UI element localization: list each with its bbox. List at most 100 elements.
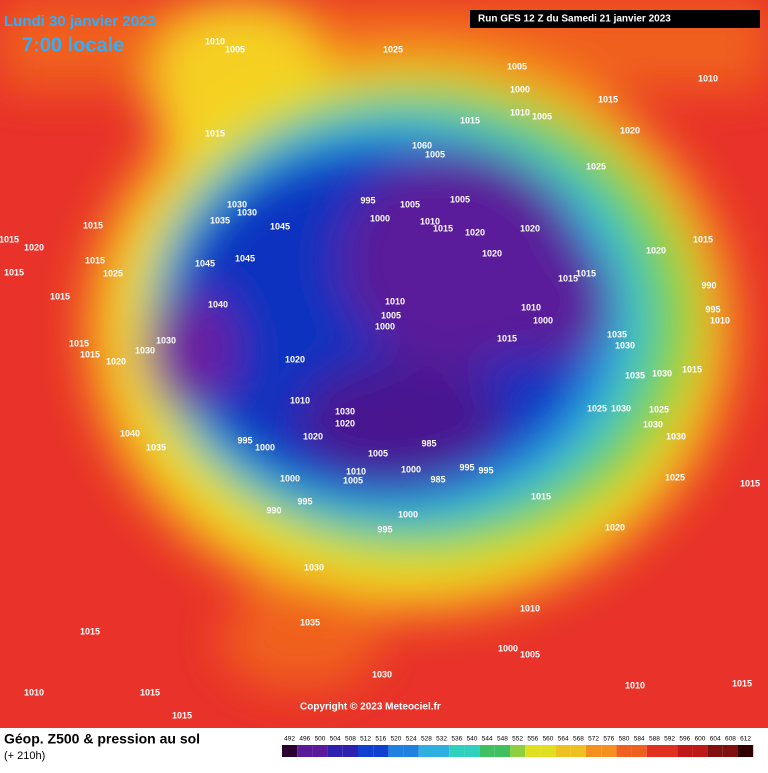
isobar-label: 1035	[607, 329, 627, 339]
legend-swatch	[722, 745, 738, 757]
legend-swatch	[616, 745, 632, 757]
isobar-label: 1020	[465, 227, 485, 237]
isobar-label: 1010	[290, 395, 310, 405]
legend-swatch	[403, 745, 419, 757]
isobar-label: 1035	[146, 442, 166, 452]
isobar-label: 1010	[24, 687, 44, 697]
isobar-label: 1030	[237, 207, 257, 217]
legend-swatch	[692, 745, 708, 757]
legend-swatch	[510, 745, 526, 757]
isobar-label: 1020	[106, 356, 126, 366]
isobar-label: 1005	[343, 475, 363, 485]
isobar-label: 1035	[210, 215, 230, 225]
isobar-label: 1015	[598, 94, 618, 104]
legend-label: 580	[619, 736, 630, 743]
isobar-label: 1020	[24, 242, 44, 252]
legend-label: 600	[695, 736, 706, 743]
isobar-label: 995	[297, 496, 312, 506]
legend-swatch	[738, 745, 754, 757]
legend-swatch	[297, 745, 313, 757]
isobar-label: 1015	[80, 349, 100, 359]
legend-label: 492	[284, 736, 295, 743]
isobar-label: 1015	[531, 491, 551, 501]
isobar-label: 1015	[50, 291, 70, 301]
isobar-label: 1015	[740, 478, 760, 488]
isobar-label: 1025	[383, 44, 403, 54]
isobar-label: 1015	[460, 115, 480, 125]
legend-label: 588	[649, 736, 660, 743]
legend-swatch	[631, 745, 647, 757]
isobar-label: 1015	[69, 338, 89, 348]
isobar-label: 1005	[425, 149, 445, 159]
isobar-label: 1000	[401, 464, 421, 474]
isobar-label: 1030	[227, 199, 247, 209]
isobar-label: 995	[478, 465, 493, 475]
isobar-label: 995	[377, 524, 392, 534]
legend-label: 592	[664, 736, 675, 743]
legend-swatch	[464, 745, 480, 757]
legend-label: 524	[406, 736, 417, 743]
isobar-label: 1005	[225, 44, 245, 54]
isobar-label: 990	[266, 505, 281, 515]
isobar-label: 1025	[587, 403, 607, 413]
legend-swatch	[646, 745, 662, 757]
isobar-label: 995	[360, 195, 375, 205]
legend-label: 604	[710, 736, 721, 743]
isobar-label: 1020	[520, 223, 540, 233]
isobar-label: 1010	[346, 466, 366, 476]
isobar-label: 1035	[625, 370, 645, 380]
isobar-label: 1045	[270, 221, 290, 231]
isobar-label: 1010	[510, 107, 530, 117]
legend-swatch	[373, 745, 389, 757]
isobar-label: 995	[459, 462, 474, 472]
legend-label: 544	[482, 736, 493, 743]
isobar-label: 1005	[368, 448, 388, 458]
legend-swatch	[525, 745, 541, 757]
legend-swatch	[555, 745, 571, 757]
color-legend: 492 496 500 504 508 512 516 520 524 528 532 536 540 5…	[282, 736, 754, 757]
isobar-label: 1015	[576, 268, 596, 278]
legend-label: 552	[512, 736, 523, 743]
legend-swatch	[418, 745, 434, 757]
legend-swatch	[358, 745, 374, 757]
isobar-label: 1015	[140, 687, 160, 697]
isobar-label: 1000	[280, 473, 300, 483]
legend-label: 608	[725, 736, 736, 743]
isobar-label: 1015	[732, 678, 752, 688]
legend-swatch	[677, 745, 693, 757]
isobar-label: 1005	[532, 111, 552, 121]
legend-swatch	[570, 745, 586, 757]
isobar-label: 1005	[507, 61, 527, 71]
legend-label: 612	[740, 736, 751, 743]
isobar-label: 1030	[135, 345, 155, 355]
isobar-label: 1000	[398, 509, 418, 519]
legend-label: 564	[558, 736, 569, 743]
legend-label: 528	[421, 736, 432, 743]
isobar-label: 1000	[510, 84, 530, 94]
forecast-date: Lundi 30 janvier 2023	[4, 13, 156, 30]
isobar-label: 1030	[666, 431, 686, 441]
isobar-label: 1030	[335, 406, 355, 416]
isobar-label: 1020	[605, 522, 625, 532]
legend-label: 540	[467, 736, 478, 743]
isobar-label: 1060	[412, 140, 432, 150]
isobar-label: 1020	[303, 431, 323, 441]
legend-swatch	[707, 745, 723, 757]
footer-title: Géop. Z500 & pression au sol	[4, 731, 200, 747]
isobar-label: 1025	[649, 404, 669, 414]
legend-swatch	[312, 745, 328, 757]
isobar-label: 1030	[615, 340, 635, 350]
legend-label: 536	[451, 736, 462, 743]
forecast-time: 7:00 locale	[22, 34, 124, 56]
legend-label: 500	[315, 736, 326, 743]
isobar-label: 1005	[381, 310, 401, 320]
isobar-label: 1020	[335, 418, 355, 428]
isobar-label: 1010	[520, 603, 540, 613]
legend-label: 560	[543, 736, 554, 743]
isobar-label: 1010	[420, 216, 440, 226]
isobar-label: 1015	[0, 234, 19, 244]
run-info: Run GFS 12 Z du Samedi 21 janvier 2023	[478, 14, 671, 25]
legend-swatch	[388, 745, 404, 757]
isobar-label: 1005	[520, 649, 540, 659]
